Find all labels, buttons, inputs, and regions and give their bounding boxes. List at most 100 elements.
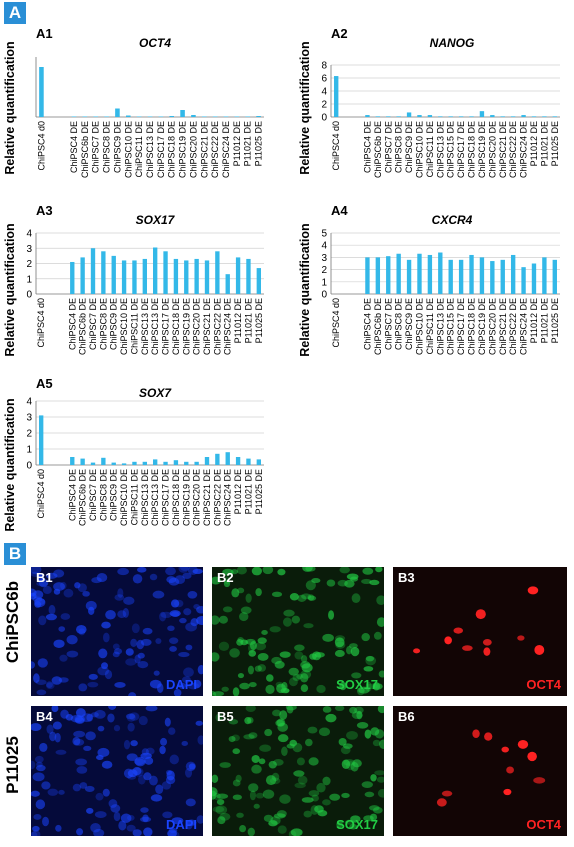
cell-nucleus [357, 687, 365, 693]
cell-nucleus [137, 652, 145, 659]
y-tick-label: 1 [26, 445, 32, 456]
category-label: ChiPSC6b DE [78, 298, 88, 355]
cell-nucleus [334, 649, 345, 658]
cell-nucleus [36, 764, 46, 772]
cell-nucleus [72, 736, 81, 746]
cell-nucleus [178, 652, 190, 658]
cell-nucleus [335, 641, 346, 649]
cell-nucleus [160, 611, 173, 618]
bar-A5-9 [132, 461, 137, 465]
y-axis-label-A4: Relative quantification [298, 223, 312, 356]
cell-nucleus [217, 816, 226, 825]
micrograph-id: B2 [217, 570, 234, 585]
bar-A2-13 [469, 116, 474, 117]
cell-nucleus [86, 713, 94, 722]
cell-nucleus [349, 823, 358, 830]
cell-nucleus [344, 819, 356, 825]
cell-nucleus [269, 626, 281, 633]
cell-nucleus [300, 655, 308, 663]
cell-nucleus [128, 692, 137, 696]
cell-nucleus [311, 577, 321, 584]
category-label: ChiPSC15 DE [446, 298, 456, 355]
category-label: P11025 DE [254, 298, 264, 343]
bar-A1-19 [245, 116, 250, 117]
cell-nucleus [237, 587, 245, 594]
micrograph-id: B1 [36, 570, 53, 585]
cell-nucleus [483, 647, 491, 656]
cell-nucleus [441, 790, 453, 797]
cell-nucleus [357, 687, 365, 696]
category-label: ChiPSC22 DE [212, 298, 222, 355]
cell-nucleus [304, 738, 313, 747]
cell-nucleus [137, 660, 149, 669]
category-label: ChiPSC21 DE [199, 121, 209, 178]
category-label: ChiPSC4 d0 [331, 298, 341, 348]
category-label: ChiPSC22 DE [212, 469, 222, 526]
cell-nucleus [245, 638, 256, 645]
category-label: ChiPSC21 DE [202, 469, 212, 526]
cell-nucleus [53, 639, 65, 648]
cell-nucleus [296, 757, 305, 766]
cell-nucleus [185, 767, 193, 778]
cell-nucleus [308, 790, 320, 797]
cell-nucleus [215, 713, 223, 722]
cell-nucleus [51, 676, 63, 685]
micrograph-b2: B2 SOX17 [212, 567, 384, 696]
category-label: ChiPSC4 DE [362, 298, 372, 350]
cell-nucleus [289, 593, 299, 601]
cell-nucleus [153, 670, 160, 676]
bar-A1-8 [126, 115, 131, 117]
cell-nucleus [223, 580, 231, 588]
category-label: ChiPSC11 DE [129, 469, 139, 525]
cell-nucleus [245, 593, 252, 603]
cell-nucleus [84, 785, 95, 792]
cell-nucleus [85, 731, 96, 741]
cell-nucleus [517, 635, 525, 641]
cell-nucleus [185, 644, 193, 651]
cell-nucleus [171, 817, 184, 825]
category-label: ChiPSC13 DE [150, 298, 160, 355]
cell-nucleus [140, 807, 149, 813]
category-label: ChiPSC17 DE [161, 298, 171, 355]
category-label: P11025 DE [550, 298, 560, 343]
cell-nucleus [75, 758, 87, 766]
bar-A1-3 [71, 116, 77, 117]
bar-A3-19 [235, 257, 241, 294]
category-label: ChiPSC13 DE [140, 469, 150, 526]
bar-A2-18 [521, 115, 526, 117]
cell-nucleus [297, 594, 307, 602]
cell-nucleus [297, 775, 308, 785]
y-tick-label: 4 [26, 397, 32, 408]
cell-nucleus [265, 775, 277, 786]
cell-nucleus [130, 740, 138, 747]
micrograph-id: B3 [398, 570, 415, 585]
cell-nucleus [178, 567, 189, 573]
cell-nucleus [300, 661, 311, 669]
cell-nucleus [248, 732, 258, 739]
cell-nucleus [316, 684, 326, 694]
cell-nucleus [112, 643, 120, 650]
cell-nucleus [294, 644, 305, 652]
cell-nucleus [140, 816, 152, 823]
cell-nucleus [336, 820, 343, 829]
bar-A2-15 [490, 115, 495, 117]
cell-nucleus [358, 686, 370, 694]
bar-A2-12 [458, 116, 464, 117]
cell-nucleus [372, 739, 381, 747]
cell-nucleus [120, 813, 132, 823]
cell-nucleus [503, 788, 512, 796]
category-label: ChiPSC17 DE [456, 121, 466, 178]
cell-nucleus [52, 721, 62, 730]
cell-nucleus [155, 784, 164, 795]
cell-nucleus [533, 777, 546, 784]
cell-nucleus [34, 755, 44, 763]
category-label: ChiPSC20 DE [192, 469, 202, 526]
cell-nucleus [196, 606, 203, 614]
bar-A5-3 [70, 457, 75, 465]
cell-nucleus [277, 810, 287, 818]
category-label: ChiPSC13 DE [145, 121, 155, 178]
cell-nucleus [42, 585, 52, 595]
cell-nucleus [462, 645, 473, 651]
category-label: ChiPSC15 DE [446, 121, 456, 178]
bar-A5-14 [184, 461, 189, 465]
